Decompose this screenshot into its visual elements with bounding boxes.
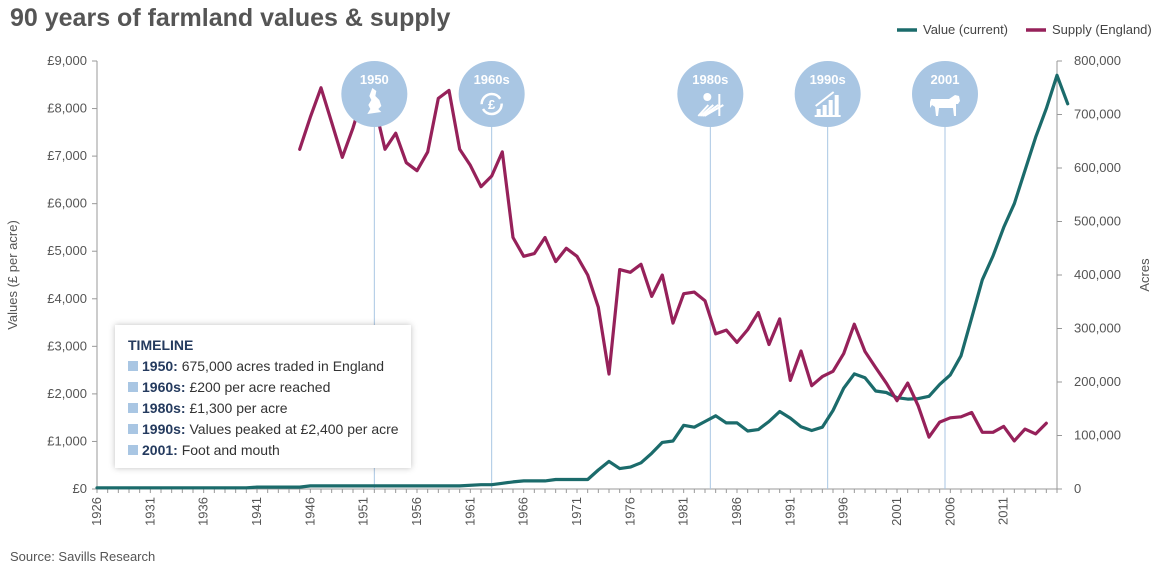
y-tick-label: £0 xyxy=(73,481,87,496)
timeline-text: £200 per acre reached xyxy=(189,379,331,395)
timeline-item: 1960s: £200 per acre reached xyxy=(128,379,330,395)
timeline-bullet xyxy=(128,445,138,455)
timeline-title: TIMELINE xyxy=(128,337,194,353)
x-tick-label: 2001 xyxy=(889,497,904,526)
y-axis-label: Values (£ per acre) xyxy=(5,220,20,330)
y-tick-label: £1,000 xyxy=(47,433,87,448)
y2-axis-label: Acres xyxy=(1137,258,1152,292)
y2-tick-label: 200,000 xyxy=(1074,374,1121,389)
x-tick-label: 1976 xyxy=(622,497,637,526)
x-tick-label: 2011 xyxy=(996,497,1011,525)
x-tick-label: 1956 xyxy=(409,497,424,526)
x-tick-label: 1971 xyxy=(569,497,584,526)
growth-chart-icon xyxy=(814,91,841,117)
y2-tick-label: 400,000 xyxy=(1074,267,1121,282)
x-tick-label: 1981 xyxy=(676,497,691,526)
x-tick-label: 1941 xyxy=(249,497,264,526)
source-note: Source: Savills Research xyxy=(10,549,156,564)
y-tick-label: £6,000 xyxy=(47,196,87,211)
timeline-marker-label: 1980s xyxy=(692,72,728,87)
y-tick-label: £9,000 xyxy=(47,53,87,68)
england-map-icon xyxy=(367,88,382,114)
y-tick-label: £5,000 xyxy=(47,243,87,258)
x-tick-label: 1996 xyxy=(836,497,851,526)
timeline-item: 2001: Foot and mouth xyxy=(128,442,280,458)
x-tick-label: 1951 xyxy=(356,497,371,526)
x-tick-label: 1966 xyxy=(516,497,531,526)
pound-cycle-icon: £ xyxy=(480,92,503,116)
timeline-box: TIMELINE 1950: 675,000 acres traded in E… xyxy=(115,325,411,468)
timeline-marker-label: 1960s xyxy=(474,72,510,87)
timeline-year: 2001: xyxy=(142,442,178,458)
y-tick-label: £7,000 xyxy=(47,148,87,163)
timeline-year: 1950: xyxy=(142,358,178,374)
timeline-marker-label: 1950 xyxy=(360,72,389,87)
x-tick-label: 1931 xyxy=(142,497,157,526)
y2-tick-label: 500,000 xyxy=(1074,214,1121,229)
y2-tick-label: 0 xyxy=(1074,481,1081,496)
value-series-line xyxy=(95,73,1070,490)
y-tick-label: £2,000 xyxy=(47,386,87,401)
x-tick-label: 2006 xyxy=(942,497,957,526)
x-tick-label: 1936 xyxy=(196,497,211,526)
timeline-text: Values peaked at £2,400 per acre xyxy=(189,421,399,437)
x-tick-label: 1961 xyxy=(462,497,477,526)
timeline-marker xyxy=(794,61,861,127)
timeline-year: 1990s: xyxy=(142,421,186,437)
timeline-item: 1950: 675,000 acres traded in England xyxy=(128,358,384,374)
x-tick-label: 1946 xyxy=(302,497,317,526)
legend-label: Value (current) xyxy=(923,22,1008,37)
timeline-bullet xyxy=(128,403,138,413)
timeline-bullet xyxy=(128,382,138,392)
supply-series-line xyxy=(298,86,1048,443)
x-tick-label: 1926 xyxy=(89,497,104,526)
legend-label: Supply (England) xyxy=(1052,22,1152,37)
x-tick-label: 1986 xyxy=(729,497,744,526)
timeline-bullet xyxy=(128,361,138,371)
svg-text:£: £ xyxy=(488,97,496,112)
timeline-text: £1,300 per acre xyxy=(189,400,288,416)
timeline-marker xyxy=(912,61,978,127)
sun-field-icon xyxy=(697,93,724,117)
timeline-item: 1990s: Values peaked at £2,400 per acre xyxy=(128,421,399,437)
timeline-text: 675,000 acres traded in England xyxy=(181,358,385,374)
y-tick-label: £4,000 xyxy=(47,291,87,306)
y2-tick-label: 700,000 xyxy=(1074,107,1121,122)
y2-tick-label: 600,000 xyxy=(1074,160,1121,175)
timeline-marker xyxy=(677,61,744,127)
cow-icon xyxy=(930,95,960,116)
y2-tick-label: 100,000 xyxy=(1074,428,1121,443)
y-tick-label: £8,000 xyxy=(47,101,87,116)
timeline-year: 1980s: xyxy=(142,400,186,416)
y2-tick-label: 300,000 xyxy=(1074,321,1121,336)
x-tick-label: 1991 xyxy=(782,497,797,526)
timeline-marker-label: 2001 xyxy=(931,72,960,87)
timeline-item: 1980s: £1,300 per acre xyxy=(128,400,288,416)
chart-title: 90 years of farmland values & supply xyxy=(10,4,451,32)
timeline-year: 1960s: xyxy=(142,379,186,395)
y2-tick-label: 800,000 xyxy=(1074,53,1121,68)
y-tick-label: £3,000 xyxy=(47,338,87,353)
timeline-bullet xyxy=(128,424,138,434)
timeline-text: Foot and mouth xyxy=(181,442,280,458)
timeline-marker-label: 1990s xyxy=(810,72,846,87)
